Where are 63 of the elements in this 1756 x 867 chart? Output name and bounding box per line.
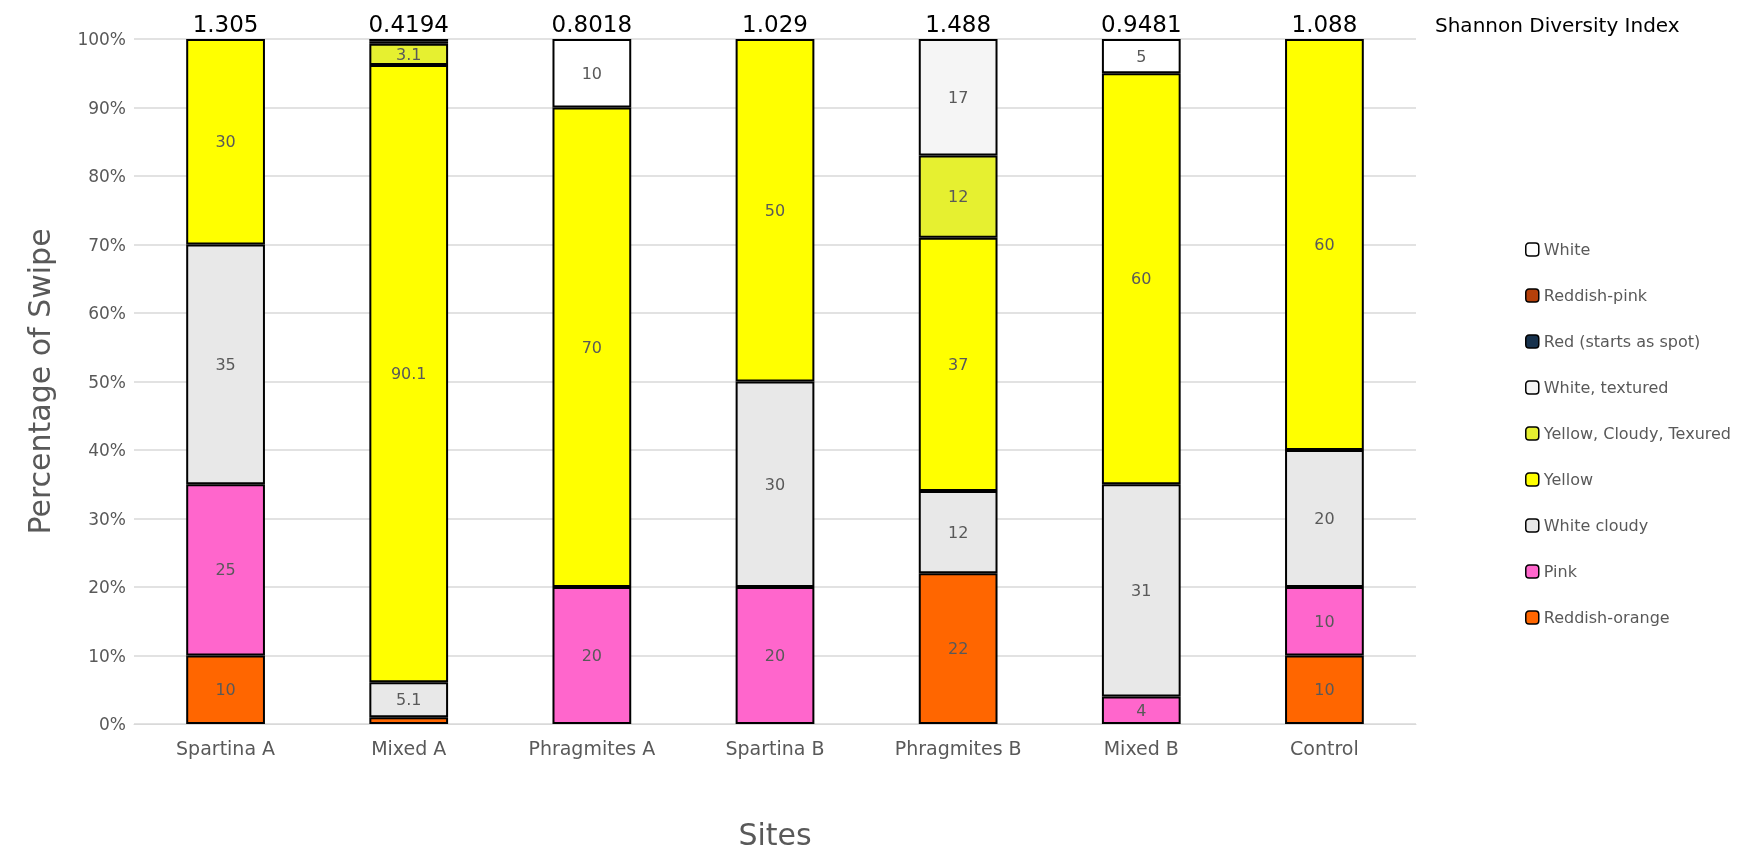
data-label: 70 (581, 337, 603, 357)
x-tick-label: Mixed A (371, 736, 447, 759)
data-label: 5 (1136, 46, 1147, 66)
y-tick-label: 40% (88, 440, 126, 460)
y-tick-label: 20% (88, 577, 126, 597)
data-label: 30 (764, 474, 786, 494)
x-tick-label: Phragmites B (894, 736, 1022, 759)
data-label: 60 (1131, 269, 1152, 289)
legend-label: Reddish-pink (1543, 286, 1648, 305)
data-label: 10 (1314, 611, 1335, 631)
text: Shannon Diversity Index (1435, 13, 1680, 37)
legend-label: White, textured (1543, 378, 1669, 397)
y-tick-label: 60% (88, 303, 126, 323)
data-label: 4 (1136, 700, 1147, 720)
y-tick-label: 10% (88, 645, 126, 666)
legend-label: White (1543, 240, 1591, 259)
data-label: 31 (1131, 580, 1152, 600)
annotation: 0.4194 (368, 10, 449, 37)
data-label: 20 (764, 646, 786, 665)
data-label: 30 (215, 132, 236, 152)
annotation: 0.8018 (551, 10, 633, 37)
y-tick-label: 50% (88, 371, 126, 392)
data-label: 10 (581, 63, 603, 83)
legend-label: Reddish-orange (1543, 608, 1670, 627)
data-label: 60 (1314, 235, 1335, 254)
annotation: 1.305 (192, 10, 259, 37)
legend-label: Red (starts as spot) (1543, 332, 1701, 351)
x-tick-label: Control (1290, 736, 1359, 759)
data-label: 10 (215, 680, 236, 700)
y-axis-title: Percentage of Swipe (21, 228, 57, 535)
annotation: 0.9481 (1101, 10, 1182, 37)
legend-label: Yellow, Cloudy, Texured (1542, 424, 1732, 443)
data-label: 3.1 (395, 44, 422, 64)
legend-label: Yellow (1542, 470, 1594, 489)
data-label: 5.1 (395, 690, 422, 710)
x-tick-label: Spartina B (725, 736, 825, 759)
x-tick-label: Spartina A (176, 736, 276, 759)
annotation: 1.088 (1291, 10, 1358, 37)
data-label: 37 (947, 354, 969, 374)
legend-label: White cloudy (1543, 516, 1649, 535)
data-label: 12 (947, 522, 969, 542)
y-tick-label: 30% (88, 508, 126, 529)
x-axis-title: Sites (738, 816, 812, 852)
data-label: 22 (947, 639, 969, 659)
data-label: 25 (215, 560, 236, 580)
y-tick-label: 70% (88, 234, 126, 255)
y-tick-label: 90% (88, 97, 126, 118)
y-tick-label: 0% (99, 714, 126, 734)
data-label: 12 (947, 187, 969, 207)
y-tick-label: 80% (88, 166, 126, 186)
data-label: 35 (215, 354, 236, 374)
data-label: 10 (1314, 680, 1335, 700)
legend-label: Pink (1543, 562, 1578, 581)
data-label: 20 (1314, 509, 1335, 528)
annotation: 1.029 (742, 10, 808, 37)
data-label: 17 (947, 87, 969, 107)
annotation: 1.488 (925, 10, 992, 37)
data-label: 90.1 (390, 364, 427, 384)
data-label: 20 (581, 646, 603, 665)
x-tick-label: Phragmites A (528, 736, 656, 759)
x-tick-label: Mixed B (1103, 736, 1179, 759)
data-label: 50 (764, 200, 786, 220)
y-tick-label: 100% (77, 29, 126, 49)
